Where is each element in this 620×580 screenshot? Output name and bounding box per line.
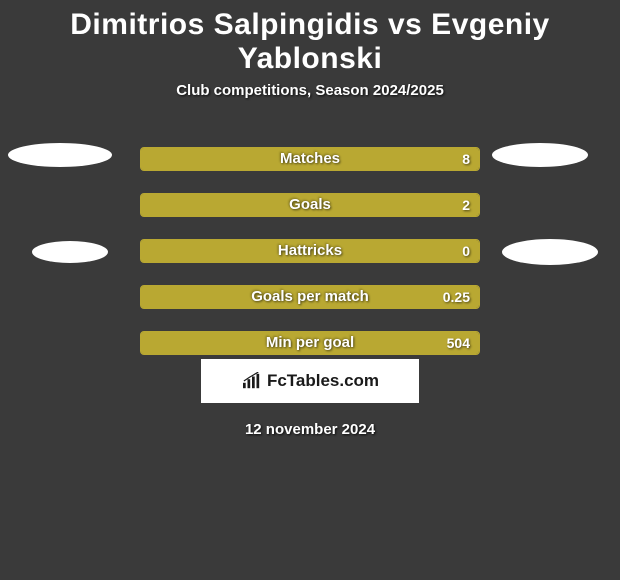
stats-area: Matches 8 Goals 2 Hattricks 0: [0, 121, 620, 351]
bar-track: [140, 331, 480, 355]
logo-box: FcTables.com: [201, 359, 419, 403]
ellipse-decor: [492, 143, 588, 167]
bar-fill-right: [141, 332, 479, 354]
stat-row-goals: Goals 2: [0, 167, 620, 213]
stat-row-hattricks: Hattricks 0: [0, 213, 620, 259]
ellipse-decor: [8, 143, 112, 167]
subtitle: Club competitions, Season 2024/2025: [0, 82, 620, 121]
stat-value: 504: [447, 331, 470, 355]
bar-chart-icon: [241, 372, 263, 390]
stat-row-min-per-goal: Min per goal 504: [0, 305, 620, 351]
page-title: Dimitrios Salpingidis vs Evgeniy Yablons…: [0, 0, 620, 82]
stat-row-goals-per-match: Goals per match 0.25: [0, 259, 620, 305]
logo-text: FcTables.com: [267, 371, 379, 391]
infographic-container: Dimitrios Salpingidis vs Evgeniy Yablons…: [0, 0, 620, 438]
stat-row-matches: Matches 8: [0, 121, 620, 167]
date-text: 12 november 2024: [0, 403, 620, 438]
